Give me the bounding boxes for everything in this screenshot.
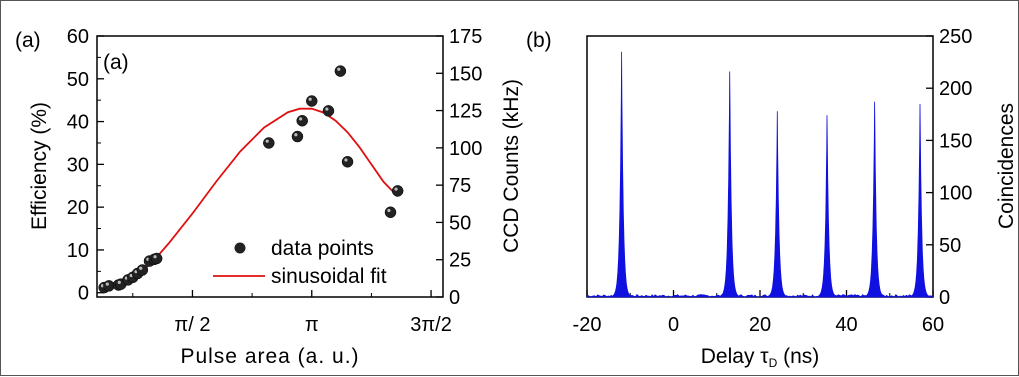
- data-point-highlight: [265, 139, 269, 143]
- panel-a-y-right-tick-label: 25: [449, 250, 471, 272]
- panel-a-outer-label: (a): [15, 29, 41, 52]
- panel-a-inner-label: (a): [103, 51, 129, 74]
- panel-a-y-left-tick-label: 50: [67, 69, 89, 91]
- coincidence-peak: [908, 103, 932, 298]
- data-point-highlight: [117, 280, 121, 284]
- data-point: [296, 114, 308, 127]
- data-point-highlight: [337, 67, 341, 71]
- panel-a-y-right-tick-label: 125: [449, 101, 482, 123]
- data-point-highlight: [308, 97, 312, 101]
- coincidence-peak: [765, 111, 789, 298]
- panel-a-y-left-tick-label: 10: [67, 240, 89, 262]
- panel-a-y-right-tick-label: 100: [449, 138, 482, 160]
- panel-a-x-tick-label: 3π/2: [410, 314, 452, 336]
- data-point: [291, 130, 304, 143]
- data-point: [136, 264, 149, 276]
- panel-a-y-right-tick-label: 75: [449, 175, 471, 197]
- panel-a-y-left-tick-label: 30: [67, 154, 89, 176]
- panel-a-y-right-tick-label: 50: [449, 212, 471, 234]
- legend-points-label: data points: [271, 237, 374, 260]
- panel-a-legend: data points sinusoidal fit: [213, 237, 387, 288]
- panel-a-y-left-tick-label: 20: [67, 197, 89, 219]
- panel-b-x-title: Delay τD (ns): [701, 345, 820, 370]
- panel-b-y-tick-label: 0: [939, 287, 950, 309]
- legend-point-marker: [234, 242, 246, 254]
- panel-b-y-tick-label: 100: [939, 183, 972, 205]
- panel-a-y-right-title: CCD Counts (kHz): [500, 79, 523, 253]
- panel-a-x-title: Pulse area (a. u.): [180, 345, 359, 368]
- data-point: [322, 105, 335, 117]
- panel-b-x-title-sub: D: [769, 356, 778, 370]
- panel-b-x-tick-label: 40: [835, 314, 857, 336]
- data-point: [384, 206, 397, 219]
- panel-b-label: (b): [526, 29, 552, 52]
- data-point-highlight: [299, 117, 303, 121]
- data-point: [263, 137, 275, 149]
- panel-b-y-title: Coincidences: [995, 103, 1018, 229]
- panel-a-y-right-tick-label: 150: [449, 63, 482, 85]
- data-point-highlight: [153, 255, 157, 259]
- legend-fit-label: sinusoidal fit: [271, 265, 387, 288]
- data-point-highlight: [294, 133, 298, 137]
- panel-b-x-tick-label: 0: [668, 314, 679, 336]
- data-point: [341, 156, 354, 168]
- panel-a-y-left-tick-label: 40: [67, 112, 89, 134]
- panel-a-y-right-tick-label: 0: [449, 287, 460, 309]
- data-point: [391, 185, 404, 197]
- coincidence-peak: [815, 115, 839, 298]
- data-point-highlight: [105, 282, 109, 286]
- coincidence-peak: [718, 71, 742, 298]
- data-point: [150, 252, 163, 265]
- panel-a-marks: [98, 65, 404, 294]
- panel-b-x-title-unit: (ns): [777, 345, 819, 368]
- panel-b-x-tick-label: 20: [749, 314, 771, 336]
- panel-b-x-title-main: Delay τ: [701, 345, 770, 368]
- panel-b-y-tick-label: 50: [939, 235, 961, 257]
- panel-b-x-tick-label: 60: [922, 314, 944, 336]
- panel-b-y-tick-label: 200: [939, 78, 972, 100]
- panel-a-x-tick-label: π/ 2: [174, 314, 210, 336]
- panel-b-marks: [586, 51, 934, 298]
- data-point-highlight: [344, 158, 348, 162]
- data-point: [306, 95, 318, 107]
- panel-b-y-tick-label: 150: [939, 130, 972, 152]
- panel-a-frame: [96, 35, 444, 298]
- panel-a-y-left-tick-label: 60: [67, 26, 89, 48]
- data-point: [334, 65, 347, 77]
- coincidence-peak: [863, 101, 887, 298]
- panel-a-ticks: 0 10 20 30 40 50 60 0 25 50 75 100 125 150 175 π/ 2 π 3π/…: [67, 26, 483, 336]
- panel-a-x-tick-label: π: [305, 314, 319, 336]
- data-point-highlight: [139, 266, 143, 270]
- data-point-highlight: [325, 107, 329, 111]
- panel-b-x-tick-label: -20: [573, 314, 602, 336]
- panel-a-y-right-tick-label: 175: [449, 26, 482, 48]
- panel-a-y-left-title: Efficiency (%): [28, 102, 51, 230]
- panel-b-frame: [586, 35, 934, 298]
- data-point-highlight: [394, 187, 398, 191]
- data-point: [103, 280, 115, 292]
- panel-b-y-tick-label: 250: [939, 26, 972, 48]
- data-point-highlight: [387, 208, 391, 213]
- panel-a-y-left-tick-label: 0: [78, 283, 89, 305]
- coincidence-peak: [610, 51, 634, 298]
